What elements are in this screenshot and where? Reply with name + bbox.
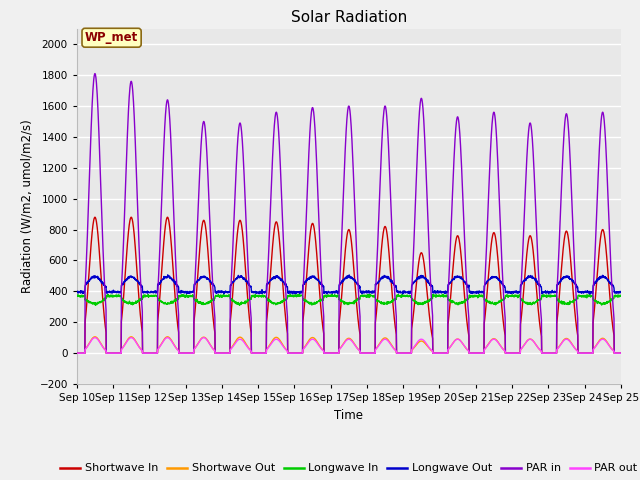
Legend: Shortwave In, Shortwave Out, Longwave In, Longwave Out, PAR in, PAR out: Shortwave In, Shortwave Out, Longwave In…: [56, 459, 640, 478]
X-axis label: Time: Time: [334, 408, 364, 421]
Title: Solar Radiation: Solar Radiation: [291, 10, 407, 25]
Y-axis label: Radiation (W/m2, umol/m2/s): Radiation (W/m2, umol/m2/s): [21, 120, 34, 293]
Text: WP_met: WP_met: [85, 31, 138, 44]
